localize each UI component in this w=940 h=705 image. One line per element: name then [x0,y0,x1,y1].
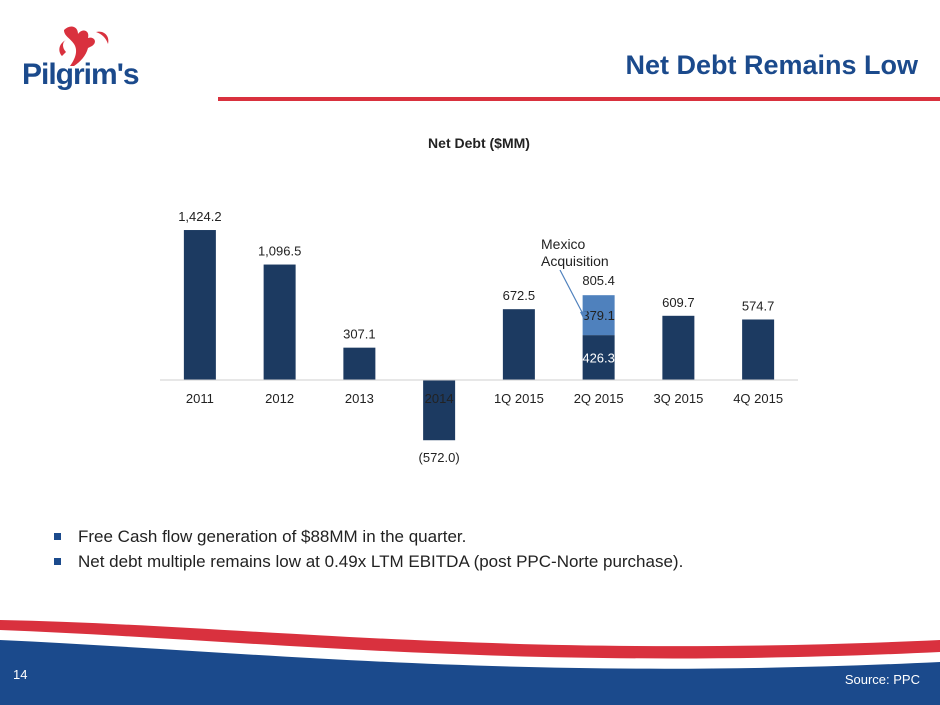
bar-2q-2015-base [582,335,615,380]
annotation-arrow [559,269,585,317]
category-label: 1Q 2015 [494,391,544,406]
value-label: 1,096.5 [258,244,301,259]
category-label: 3Q 2015 [653,391,703,406]
value-label: 672.5 [503,288,536,303]
annotation-line1: Mexico [541,236,586,252]
value-label: (572.0) [419,450,460,465]
rooster-icon [59,26,109,66]
bar [662,315,695,380]
bullet-item: Free Cash flow generation of $88MM in th… [54,525,683,548]
pilgrims-logo [59,26,109,66]
value-label: 805.4 [582,273,615,288]
value-label: 307.1 [343,327,376,342]
source-note: Source: PPC [844,672,920,687]
category-label: 2Q 2015 [574,391,624,406]
segment-label-acquisition: 379.1 [582,308,615,323]
page-number: 14 [13,667,28,682]
category-label: 2012 [265,391,294,406]
category-label: 2011 [186,391,214,406]
category-label: 2013 [345,391,374,406]
value-label: 1,424.2 [178,209,221,224]
net-debt-chart: Net Debt ($MM) 1,424.2 1,096.5 307.1 (572.0… [160,135,798,465]
segment-label-base: 426.3 [582,351,615,366]
bar [742,319,775,380]
bullet-list: Free Cash flow generation of $88MM in th… [54,525,683,575]
category-label: 4Q 2015 [733,391,783,406]
footer-wave [0,620,940,705]
page-title: Net Debt Remains Low [625,50,918,80]
bullet-item: Net debt multiple remains low at 0.49x L… [54,550,683,573]
annotation-arrowhead [580,311,587,320]
bar [502,309,535,380]
annotation-line2: Acquisition [541,253,609,269]
value-label: 609.7 [662,295,695,310]
bar [183,230,216,380]
mexico-annotation: Mexico Acquisition [541,236,609,320]
bar [343,347,376,380]
bar-2q-2015-acquisition [582,295,615,336]
value-label: 574.7 [742,298,775,313]
logo-text: Pilgrim's [22,58,140,91]
chart-title: Net Debt ($MM) [428,135,530,151]
title-rule [218,97,940,101]
bar [263,264,296,380]
bar [423,380,456,441]
category-label: 2014 [425,391,454,406]
